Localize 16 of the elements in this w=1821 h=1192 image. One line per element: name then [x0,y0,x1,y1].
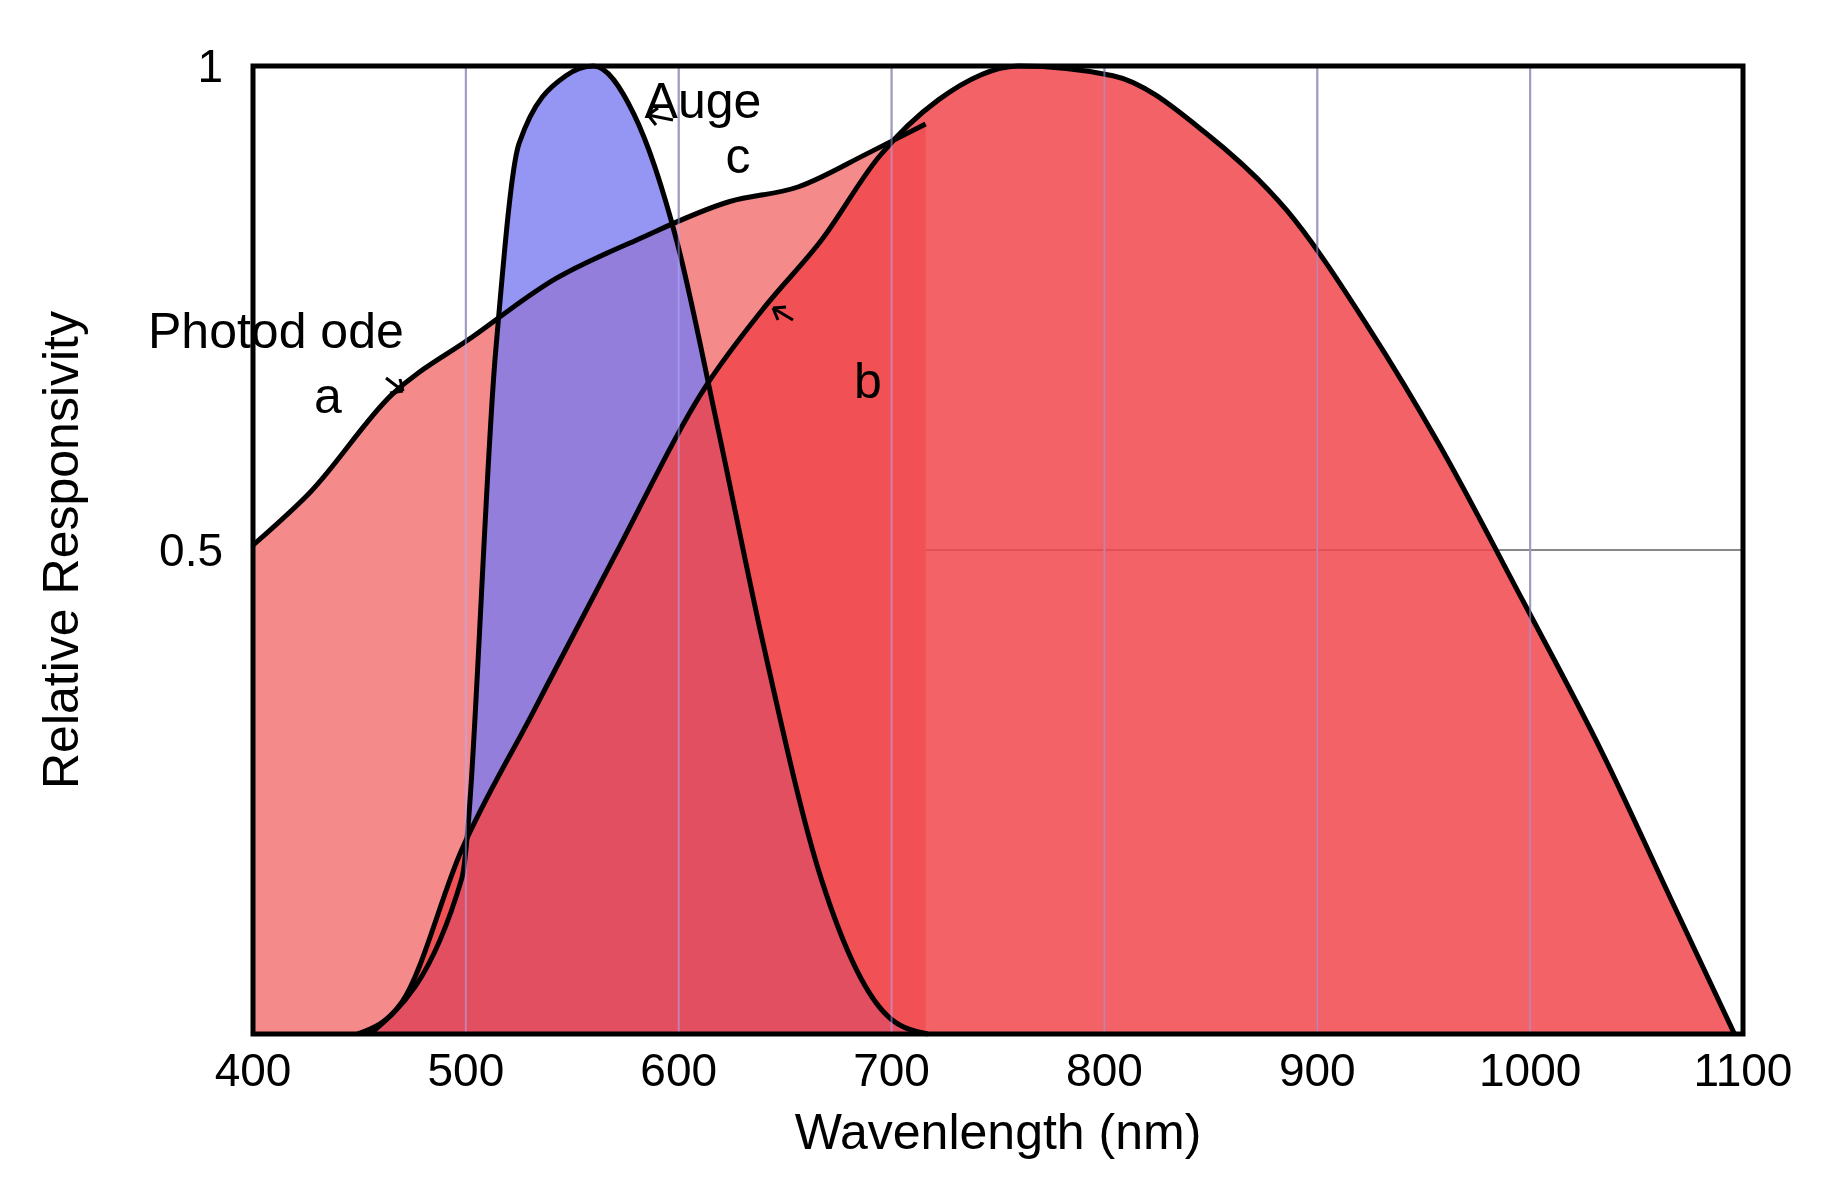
annotation: a [314,368,343,424]
y-tick-label: 0.5 [159,524,223,576]
annotation: b [854,353,882,409]
x-tick-label: 900 [1278,1044,1356,1096]
x-tick-label: 1100 [1693,1044,1793,1096]
x-tick-label: 1000 [1478,1044,1582,1096]
x-tick-label: 500 [427,1044,505,1096]
x-tick-label: 600 [640,1044,718,1096]
x-tick-label: 700 [853,1044,930,1096]
y-tick-label: 1 [197,40,223,92]
x-axis-title: Wavenlength (nm) [794,1104,1202,1160]
annotation: c [725,128,751,184]
y-axis-title: Relative Responsivity [33,311,89,789]
x-tick-label: 400 [214,1044,292,1096]
annotation: Auge [644,73,762,129]
x-tick-label: 800 [1066,1044,1143,1096]
